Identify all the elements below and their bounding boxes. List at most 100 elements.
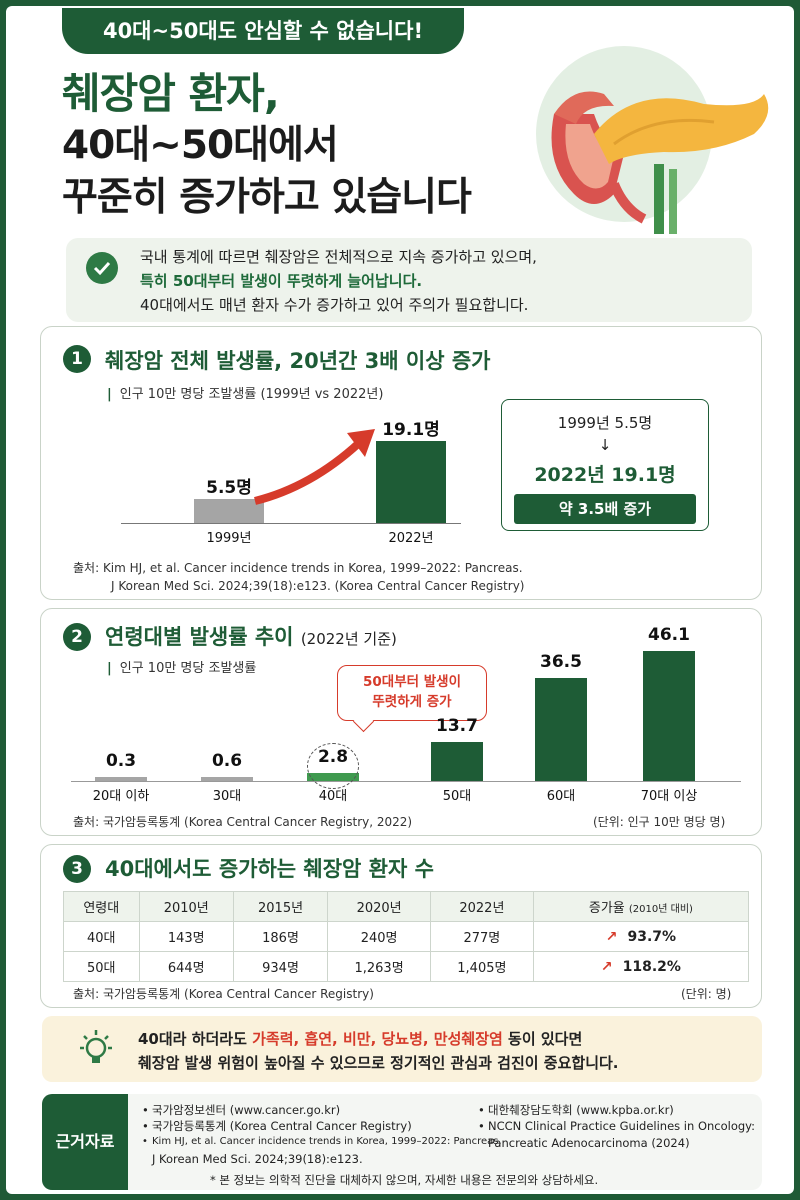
increase-value: 93.7% [627, 928, 677, 945]
bar-value-label: 0.6 [211, 751, 243, 771]
bar-category-label: 20대 이하 [92, 789, 150, 804]
section-3-source: 출처: 국가암등록통계 (Korea Central Cancer Regist… [73, 987, 374, 1001]
reference-continuation-right: Pancreatic Adenocarcinoma (2024) [488, 1136, 690, 1150]
bar-category-label: 1999년 [206, 531, 252, 546]
intro-box: 국내 통계에 따르면 췌장암은 전체적으로 지속 증가하고 있으며, 특히 50… [66, 238, 752, 322]
header-2015: 2015년 [232, 891, 329, 922]
disclaimer-note: * 본 정보는 의학적 진단을 대체하지 않으며, 자세한 내용은 전문의와 상… [210, 1173, 599, 1187]
up-arrow-icon: ↗ [600, 958, 613, 975]
tip-risk-factors: 가족력, 흡연, 비만, 당뇨병, 만성췌장염 [252, 1030, 503, 1048]
increase-badge: 약 3.5배 증가 [514, 494, 696, 524]
up-arrow-icon: ↗ [605, 928, 618, 945]
header-increase-note: (2010년 대비) [628, 904, 693, 915]
bar-1 [201, 777, 253, 781]
references-label: 근거자료 [42, 1094, 128, 1190]
bar-4 [535, 678, 587, 781]
section-1-source-2: J Korean Med Sci. 2024;39(18):e123. (Kor… [111, 579, 525, 593]
cell: 1,263명 [327, 951, 431, 982]
intro-line-1: 국내 통계에 따르면 췌장암은 전체적으로 지속 증가하고 있으며, [140, 248, 537, 266]
section-3-unit: (단위: 명) [681, 987, 732, 1001]
references-left-list: 국가암정보센터 (www.cancer.go.kr) 국가암등록통계 (Kore… [142, 1102, 502, 1150]
bar-value-label: 0.3 [105, 751, 137, 771]
reference-item: 대한췌장담도학회 (www.kpba.or.kr) [478, 1102, 755, 1118]
header-2020: 2020년 [327, 891, 431, 922]
chart-2-baseline [71, 781, 741, 782]
lightbulb-icon [80, 1030, 112, 1063]
headline-line-3: 꾸준히 증가하고 있습니다 [62, 175, 472, 220]
section-1-number: 1 [63, 345, 91, 373]
reference-item: NCCN Clinical Practice Guidelines in Onc… [478, 1118, 755, 1134]
section-2-panel: 2 연령대별 발생률 추이 (2022년 기준) 인구 10만 명당 조발생률 … [40, 608, 762, 836]
references-right-list: 대한췌장담도학회 (www.kpba.or.kr) NCCN Clinical … [478, 1102, 755, 1134]
bar-5 [643, 651, 695, 781]
section-3-title: 40대에서도 증가하는 췌장암 환자 수 [105, 857, 434, 881]
increase-cell: ↗ 93.7% [532, 921, 750, 952]
cell: 277명 [429, 921, 534, 952]
pancreas-illustration [536, 46, 769, 234]
intro-line-2: 특히 50대부터 발생이 뚜렷하게 늘어납니다. [140, 272, 423, 290]
cell: 644명 [138, 951, 234, 982]
bar-1 [376, 440, 446, 523]
chart-1-baseline [121, 523, 461, 524]
section-1-panel: 1 췌장암 전체 발생률, 20년간 3배 이상 증가 인구 10만 명당 조발… [40, 326, 762, 600]
bar-value-label: 13.7 [436, 716, 478, 737]
headline-line-2: 40대~50대에서 [62, 123, 339, 168]
bar-0 [194, 499, 264, 523]
callout-box: 50대부터 발생이 뚜렷하게 증가 [337, 665, 487, 721]
bar-category-label: 2022년 [388, 531, 434, 546]
top-banner: 40대~50대도 안심할 수 없습니다! [62, 8, 464, 54]
section-1-subtitle: 인구 10만 명당 조발생률 (1999년 vs 2022년) [107, 383, 384, 402]
section-2-subtitle: 인구 10만 명당 조발생률 [107, 657, 257, 676]
section-2-title-text: 연령대별 발생률 추이 [105, 625, 294, 649]
intro-line-3: 40대에서도 매년 환자 수가 증가하고 있어 주의가 필요합니다. [140, 296, 529, 314]
section-2-source: 출처: 국가암등록통계 (Korea Central Cancer Regist… [73, 815, 413, 829]
header-2022: 2022년 [429, 891, 534, 922]
increase-value: 118.2% [622, 958, 681, 975]
bar-category-label: 50대 [442, 789, 472, 804]
bar-category-label: 40대 [318, 789, 348, 804]
infographic: 40대~50대도 안심할 수 없습니다! 췌장암 환자, 40대~50대에서 꾸… [6, 6, 794, 1194]
section-2-title-suffix: (2022년 기준) [300, 630, 397, 648]
headline: 췌장암 환자, 40대~50대에서 꾸준히 증가하고 있습니다 [62, 68, 532, 224]
comparison-to: 2022년 19.1명 [534, 464, 676, 486]
bar-value-label: 5.5명 [206, 478, 252, 499]
reference-item: Kim HJ, et al. Cancer incidence trends i… [142, 1134, 502, 1150]
tip-line-1: 40대라 하더라도 가족력, 흡연, 비만, 당뇨병, 만성췌장염 동이 있다면 [138, 1028, 582, 1049]
cell: 240명 [327, 921, 431, 952]
tip-line-1-pre: 40대라 하더라도 [138, 1030, 253, 1048]
cell: 40대 [63, 921, 140, 952]
references-box: 근거자료 국가암정보센터 (www.cancer.go.kr) 국가암등록통계 … [42, 1094, 762, 1190]
tip-box: 40대라 하더라도 가족력, 흡연, 비만, 당뇨병, 만성췌장염 동이 있다면… [42, 1016, 762, 1082]
header-2010: 2010년 [138, 891, 234, 922]
bar-value-label: 19.1명 [382, 419, 440, 440]
headline-line-1: 췌장암 환자, [62, 69, 280, 118]
comparison-from: 1999년 5.5명 [557, 414, 653, 432]
reference-item: 국가암정보센터 (www.cancer.go.kr) [142, 1102, 502, 1118]
comparison-box: 1999년 5.5명 ↓ 2022년 19.1명 약 3.5배 증가 [501, 399, 709, 531]
cell: 934명 [232, 951, 329, 982]
section-2-title: 연령대별 발생률 추이 (2022년 기준) [105, 621, 397, 651]
section-3-number: 3 [63, 855, 91, 883]
header-increase: 증가율 (2010년 대비) [532, 891, 750, 922]
section-2-number: 2 [63, 623, 91, 651]
bar-0 [95, 777, 147, 781]
callout-line-1: 50대부터 발생이 [362, 674, 461, 690]
bar-category-label: 60대 [546, 789, 576, 804]
tip-line-2: 췌장암 발생 위험이 높아질 수 있으므로 정기적인 관심과 검진이 중요합니다… [138, 1054, 619, 1072]
down-arrow-icon: ↓ [598, 436, 612, 454]
cell: 143명 [138, 921, 234, 952]
table-header-row: 연령대 2010년 2015년 2020년 2022년 증가율 (2010년 대… [63, 891, 750, 922]
callout-line-2: 뚜렷하게 증가 [372, 694, 452, 710]
header-increase-label: 증가율 [588, 901, 625, 916]
cell: 50대 [63, 951, 140, 982]
section-3-panel: 3 40대에서도 증가하는 췌장암 환자 수 연령대 2010년 2015년 2… [40, 844, 762, 1008]
patients-table: 연령대 2010년 2015년 2020년 2022년 증가율 (2010년 대… [63, 891, 750, 982]
age-bar-chart: 0.3 20대 이하 0.6 30대 2.8 40대 13.7 50대 36.5 60대 46.1 7… [71, 625, 741, 809]
section-1-source-1: 출처: Kim HJ, et al. Cancer incidence tren… [73, 561, 523, 575]
tip-line-1-post: 동이 있다면 [502, 1030, 583, 1048]
table-row: 40대 143명 186명 240명 277명 ↗ 93.7% [63, 921, 750, 952]
highlight-ring [307, 743, 359, 790]
check-icon [86, 252, 118, 284]
bar-3 [431, 742, 483, 781]
trend-arrow-icon [254, 429, 375, 505]
